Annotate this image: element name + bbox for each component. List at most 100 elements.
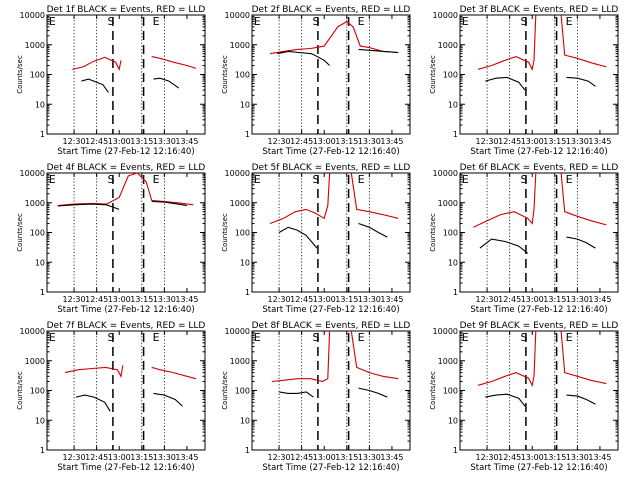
x-tick-label: 13:30 [358,295,381,304]
y-tick-label: 10 [448,258,458,267]
x-tick-label: 13:00 [108,453,131,462]
lld-series-line [271,330,331,383]
y-axis-label: Counts/sec [221,213,229,252]
detector-plot-8: Det 8f BLACK = Events, RED = LLD 1 10 100 10… [221,321,411,473]
plot-title: Det 5f BLACK = Events, RED = LLD [252,163,411,173]
detector-plot-4: Det 4f BLACK = Events, RED = LLD 1 10 100 10… [16,163,206,315]
y-axis-label: Counts/sec [16,371,24,410]
x-tick-label: 12:30 [476,137,499,146]
events-series-line [485,393,526,407]
plot-frame [459,330,619,451]
y-tick-label: 10 [240,100,250,109]
y-tick-label: 1 [453,130,458,139]
plot-frame [459,172,619,293]
lld-series-line [64,365,124,378]
y-axis-label: Counts/sec [429,371,437,410]
lld-series-line [560,14,607,68]
lld-series-line [350,330,399,380]
event-marker-label: S [520,331,527,344]
x-tick-label: 12:45 [85,295,108,304]
x-tick-label: 13:45 [175,295,198,304]
x-tick-label: 13:15 [543,137,566,146]
lld-series-line [473,172,537,228]
y-tick-label: 10 [448,416,458,425]
y-tick-label: 10 [35,258,45,267]
detector-plot-1: Det 1f BLACK = Events, RED = LLD 1 10 100 10… [16,5,206,157]
plot-title: Det 2f BLACK = Events, RED = LLD [252,5,411,15]
events-series-line [479,238,529,254]
event-marker-label: S [107,331,114,344]
y-tick-label: 10000 [433,11,458,20]
events-series-line [81,78,109,93]
events-series-line [358,222,388,238]
plot-title: Det 6f BLACK = Events, RED = LLD [460,163,619,173]
x-tick-label: 13:30 [153,295,176,304]
plot-title: Det 4f BLACK = Events, RED = LLD [47,163,206,173]
events-series-line [278,226,318,249]
x-tick-label: 12:30 [268,453,291,462]
event-marker-label: E [358,15,365,28]
x-tick-label: 13:00 [313,295,336,304]
x-tick-label: 13:00 [313,453,336,462]
x-tick-label: 13:15 [335,137,358,146]
x-tick-label: 12:30 [476,453,499,462]
events-series-line [566,394,596,405]
y-tick-label: 100 [30,229,45,238]
events-series-line [358,48,399,54]
event-marker-label: E [358,331,365,344]
y-axis-label: Counts/sec [221,55,229,94]
event-marker-label: S [107,173,114,186]
y-tick-label: 1000 [230,357,250,366]
plot-frame [459,14,619,135]
plot-title: Det 1f BLACK = Events, RED = LLD [47,5,206,15]
y-tick-label: 1000 [25,41,45,50]
event-marker-label: E [566,15,573,28]
x-axis-label: Start Time (27-Feb-12 12:16:40) [57,463,194,473]
events-series-line [153,392,183,407]
y-tick-label: 1000 [438,357,458,366]
y-axis-label: Counts/sec [16,55,24,94]
event-marker-label: E [566,173,573,186]
x-tick-label: 13:00 [521,295,544,304]
y-tick-label: 10000 [225,11,250,20]
x-axis-label: Start Time (27-Feb-12 12:16:40) [57,305,194,315]
y-tick-label: 10 [35,416,45,425]
detector-plot-6: Det 6f BLACK = Events, RED = LLD 1 10 100 10… [429,163,619,315]
x-axis-label: Start Time (27-Feb-12 12:16:40) [262,305,399,315]
x-tick-label: 13:00 [521,137,544,146]
plot-title: Det 7f BLACK = Events, RED = LLD [47,321,206,331]
y-tick-label: 100 [443,387,458,396]
y-tick-label: 1 [245,130,250,139]
event-marker-label: S [312,15,319,28]
y-axis-label: Counts/sec [429,55,437,94]
event-marker-label: E [254,15,261,28]
x-tick-label: 13:30 [566,137,589,146]
y-tick-label: 1000 [438,41,458,50]
x-tick-label: 12:30 [63,453,86,462]
x-tick-label: 13:00 [313,137,336,146]
y-tick-label: 1 [245,446,250,455]
event-marker-label: E [153,331,160,344]
x-tick-label: 13:45 [175,137,198,146]
lld-series-line [151,366,197,380]
plot-title: Det 8f BLACK = Events, RED = LLD [252,321,411,331]
x-axis-label: Start Time (27-Feb-12 12:16:40) [57,147,194,157]
lld-series-line [57,172,194,207]
y-axis-label: Counts/sec [16,213,24,252]
x-tick-label: 13:30 [153,453,176,462]
event-marker-label: E [462,331,469,344]
plot-frame [251,172,411,293]
events-series-line [57,203,120,210]
y-tick-label: 1000 [438,199,458,208]
lld-series-line [560,172,607,226]
events-series-line [75,394,111,412]
y-tick-label: 10 [35,100,45,109]
events-series-line [566,236,596,249]
x-tick-label: 12:45 [498,453,521,462]
x-tick-label: 13:00 [108,295,131,304]
x-tick-label: 13:15 [130,453,153,462]
detector-plot-3: Det 3f BLACK = Events, RED = LLD 1 10 100 10… [429,5,619,157]
x-tick-label: 12:30 [63,295,86,304]
y-tick-label: 10000 [20,11,45,20]
y-tick-label: 10000 [20,169,45,178]
